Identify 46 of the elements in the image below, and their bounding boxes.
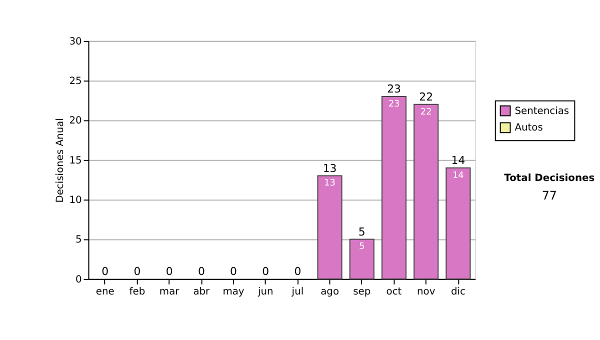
y-axis-title: Decisiones Anual [55,118,66,203]
bar [414,104,439,280]
total-label: 22 [419,90,434,104]
y-tick-label: 25 [69,76,82,88]
x-tick-label: nov [416,286,436,298]
y-tick-label: 20 [69,116,82,127]
y-tick-label: 30 [69,36,82,48]
y-tick-label: 10 [69,195,82,206]
bar [446,167,471,280]
x-tick-label: sep [353,286,371,298]
y-tick-label: 15 [69,155,82,166]
data-label: 13 [324,178,336,189]
bar [317,175,342,280]
x-tick-label: dic [450,286,466,298]
total-label: 23 [387,82,401,96]
bar [349,238,374,280]
data-label: 5 [359,242,365,252]
total-label: 14 [451,154,466,167]
total-label: 0 [198,264,205,278]
total-label: 5 [358,225,366,238]
y-tick-label: 0 [76,274,82,286]
text: 77 [542,188,557,203]
x-tick-label: ago [320,286,340,298]
total-label: 0 [134,264,141,278]
data-label: 14 [452,170,464,181]
x-tick-label: abr [193,286,211,298]
total-label: 0 [262,264,270,278]
x-tick-label: jul [290,286,304,298]
y-tick-label: 5 [76,234,82,246]
total-label: 0 [166,264,173,278]
x-tick-label: jun [256,286,274,298]
x-tick-label: oct [386,286,402,298]
x-tick-label: may [222,286,244,298]
total-label: 0 [102,264,109,278]
total-label: 0 [294,264,302,278]
x-tick-label: ene [96,286,114,298]
x-tick-label: mar [159,286,180,298]
legend-label: Sentencias [514,106,570,117]
data-label: 23 [388,99,400,110]
total-label: 0 [230,264,238,278]
data-label: 22 [420,107,432,118]
text: Total Decisiones [504,172,595,184]
total-label: 13 [322,162,337,175]
bar [381,96,407,280]
legend-label: Autos [514,122,543,134]
x-tick-label: feb [129,286,146,298]
